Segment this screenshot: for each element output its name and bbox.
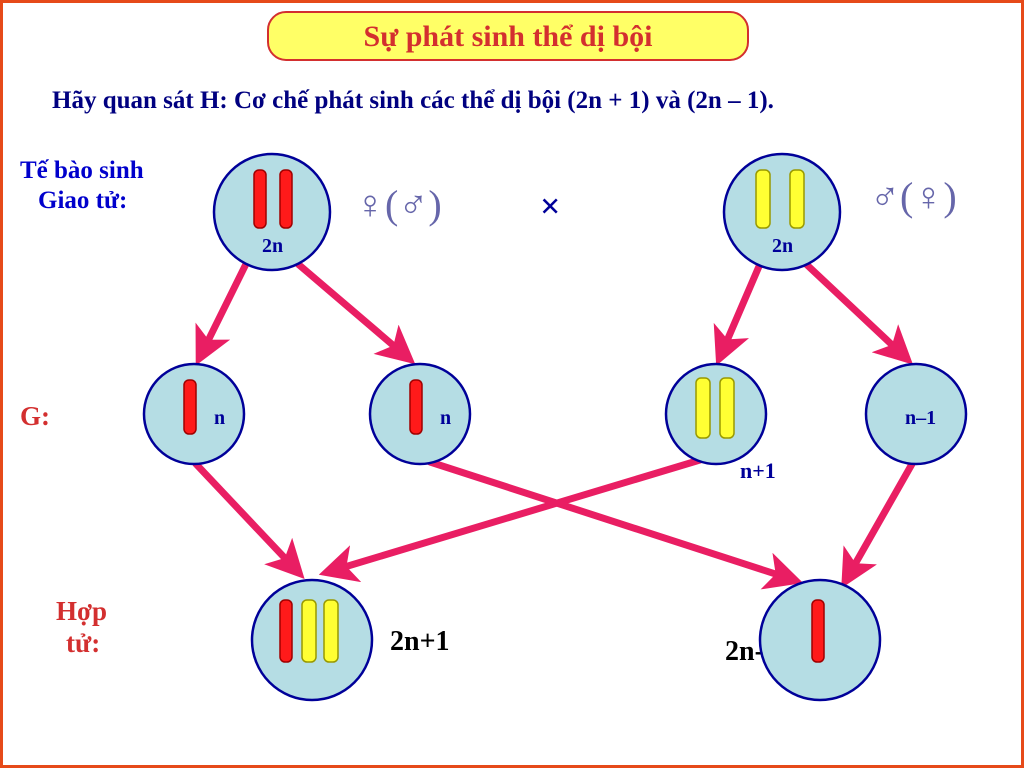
svg-text:2n: 2n [262, 235, 283, 257]
svg-text:n+1: n+1 [740, 458, 776, 483]
svg-text:Giao tử:: Giao tử: [38, 187, 127, 214]
svg-text:♀(♂): ♀(♂) [355, 182, 442, 227]
svg-text:Hãy quan sát H: Cơ chế phát si: Hãy quan sát H: Cơ chế phát sinh các thể… [52, 87, 774, 114]
svg-text:Tế bào sinh: Tế bào sinh [20, 157, 144, 184]
svg-text:n: n [214, 407, 225, 429]
svg-text:n–1: n–1 [905, 407, 936, 429]
svg-text:♂(♀): ♂(♀) [870, 174, 957, 219]
diagram-frame: Sự phát sinh thể dị bội Hãy quan sát H: C… [0, 0, 1024, 768]
svg-text:tử:: tử: [66, 628, 100, 658]
svg-text:2n: 2n [772, 235, 793, 257]
svg-text:2n+1: 2n+1 [390, 626, 450, 657]
svg-text:Sự phát sinh thể dị bội: Sự phát sinh thể dị bội [364, 20, 653, 53]
diagram-svg: Sự phát sinh thể dị bội Hãy quan sát H: C… [0, 0, 1024, 768]
svg-text:×: × [540, 186, 561, 226]
svg-text:Hợp: Hợp [56, 596, 107, 626]
svg-text:G:: G: [20, 401, 50, 431]
svg-text:n: n [440, 407, 451, 429]
